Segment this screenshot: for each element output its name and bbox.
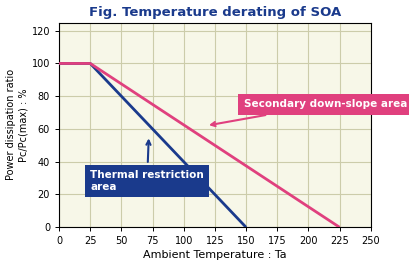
X-axis label: Ambient Temperature : Ta: Ambient Temperature : Ta bbox=[143, 251, 286, 260]
Text: Thermal restriction
area: Thermal restriction area bbox=[90, 141, 204, 192]
Y-axis label: Power dissipation ratio
Pc/Pc(max) : %: Power dissipation ratio Pc/Pc(max) : % bbox=[6, 69, 29, 180]
Text: Secondary down-slope area: Secondary down-slope area bbox=[211, 99, 406, 126]
Title: Fig. Temperature derating of SOA: Fig. Temperature derating of SOA bbox=[88, 6, 340, 19]
